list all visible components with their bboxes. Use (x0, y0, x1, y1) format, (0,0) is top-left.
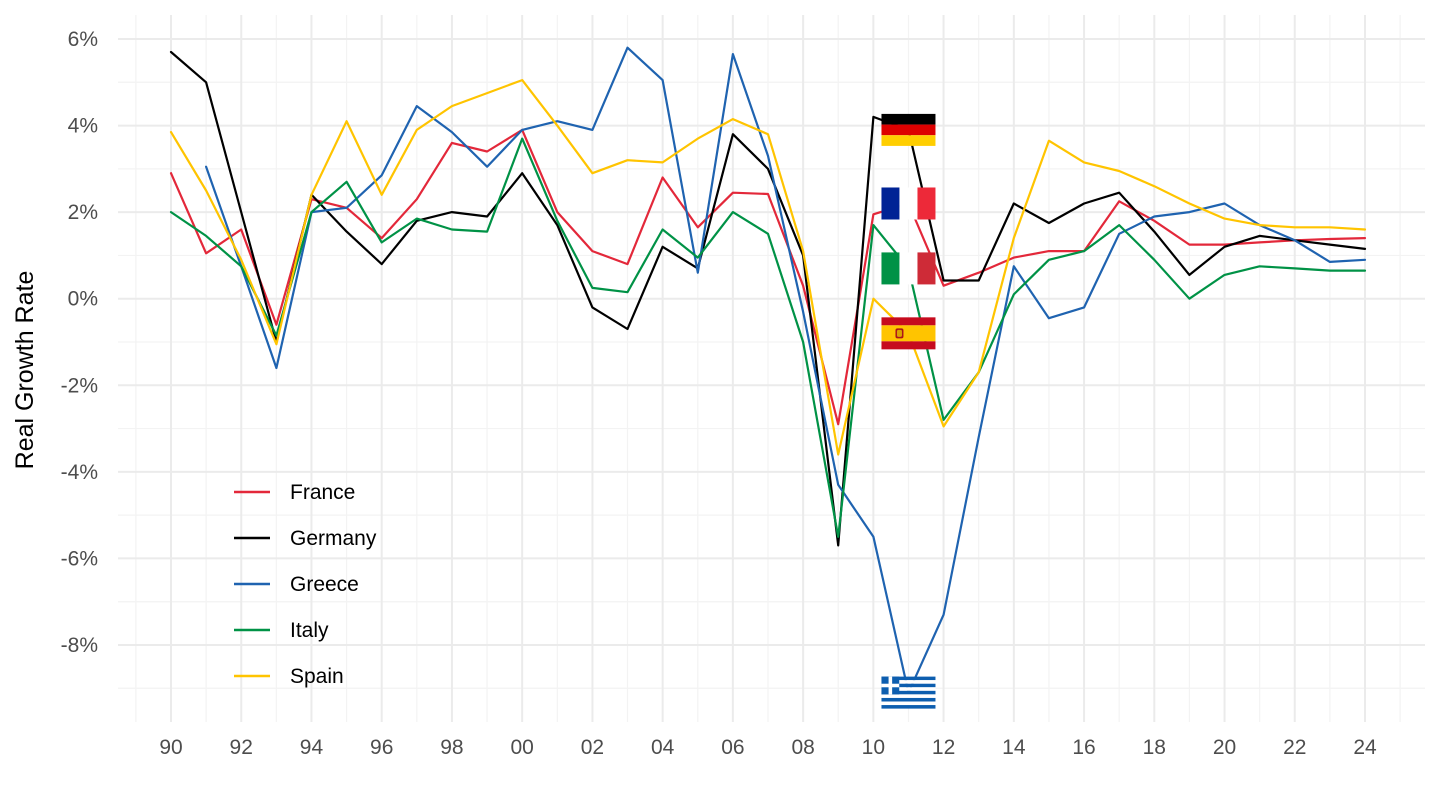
legend-item-france: France (234, 481, 355, 504)
legend-item-germany: Germany (234, 527, 377, 550)
legend: France Germany Greece Italy Spain (234, 481, 377, 688)
x-tick-label: 92 (230, 736, 253, 759)
x-tick-label: 08 (791, 736, 814, 759)
x-tick-label: 16 (1072, 736, 1095, 759)
y-tick-label: 0% (68, 288, 98, 311)
y-tick-label: -4% (61, 461, 98, 484)
france-flag (881, 187, 936, 220)
series-line-greece (205, 46, 1367, 694)
y-tick-label: 4% (68, 115, 98, 138)
series-lines (169, 46, 1367, 694)
x-tick-label: 98 (440, 736, 463, 759)
spain-flag (881, 317, 936, 350)
series-line-spain (169, 79, 1367, 456)
x-tick-label: 12 (932, 736, 955, 759)
x-tick-label: 94 (300, 736, 324, 759)
x-tick-label: 22 (1283, 736, 1306, 759)
legend-item-italy: Italy (234, 619, 329, 642)
y-tick-label: -8% (61, 634, 98, 657)
series-line-france (169, 128, 1367, 426)
germany-flag (881, 113, 936, 146)
legend-item-greece: Greece (234, 573, 359, 596)
x-tick-label: 90 (159, 736, 182, 759)
legend-label: Spain (290, 665, 344, 688)
x-tick-label: 24 (1353, 736, 1377, 759)
x-tick-label: 10 (862, 736, 885, 759)
flag-markers (881, 113, 936, 709)
y-tick-label: -2% (61, 374, 98, 397)
y-axis-tick-labels: 6% 4% 2% 0% -2% -4% -6% -8% (61, 28, 98, 657)
x-tick-label: 20 (1213, 736, 1236, 759)
y-tick-label: -6% (61, 547, 98, 570)
x-tick-label: 04 (651, 736, 675, 759)
x-tick-label: 96 (370, 736, 393, 759)
legend-label: Greece (290, 573, 359, 596)
legend-label: Italy (290, 619, 329, 642)
italy-flag (881, 252, 936, 285)
legend-item-spain: Spain (234, 665, 344, 688)
y-tick-label: 2% (68, 201, 98, 224)
x-axis-tick-labels: 90 92 94 96 98 00 02 04 06 08 10 12 14 16 18 20 22 24 (159, 736, 1377, 759)
x-tick-label: 18 (1143, 736, 1166, 759)
legend-label: France (290, 481, 355, 504)
x-tick-label: 02 (581, 736, 604, 759)
legend-label: Germany (290, 527, 377, 550)
x-tick-label: 00 (510, 736, 533, 759)
y-axis-title: Real Growth Rate (11, 271, 39, 470)
greece-flag (881, 676, 936, 709)
x-tick-label: 06 (721, 736, 744, 759)
grid-major (118, 15, 1425, 722)
series-line-germany (169, 50, 1367, 547)
grid-minor (118, 15, 1425, 722)
x-tick-label: 14 (1002, 736, 1026, 759)
y-tick-label: 6% (68, 28, 98, 51)
series-line-italy (169, 137, 1367, 538)
